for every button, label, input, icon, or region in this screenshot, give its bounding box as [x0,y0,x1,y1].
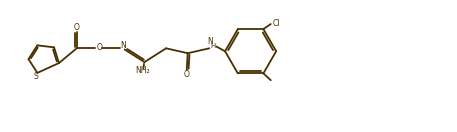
Text: N: N [120,41,126,50]
Text: Cl: Cl [272,18,280,28]
Text: O: O [183,70,189,79]
Text: O: O [74,23,80,32]
Text: N: N [207,37,213,46]
Text: NH₂: NH₂ [136,66,150,75]
Text: S: S [34,72,39,81]
Text: O: O [96,43,102,52]
Text: H: H [210,43,216,49]
